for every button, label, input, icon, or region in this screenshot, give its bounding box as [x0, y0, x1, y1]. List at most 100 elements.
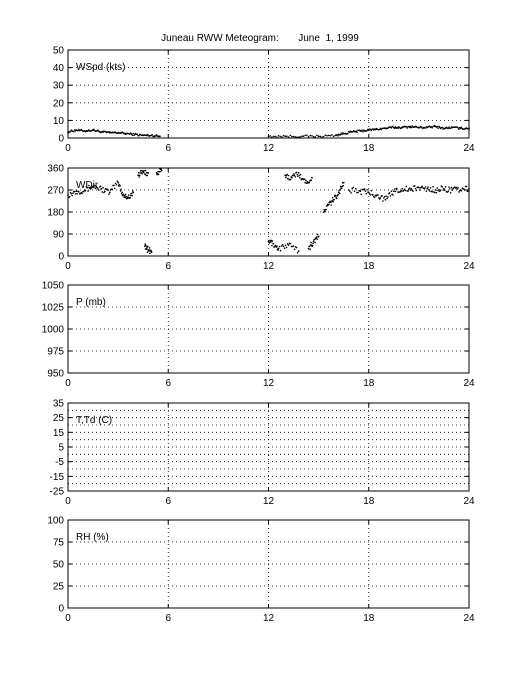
data-point	[298, 174, 301, 177]
data-point	[367, 191, 370, 194]
data-point	[360, 193, 363, 196]
data-point	[308, 181, 311, 184]
data-point	[415, 189, 418, 192]
data-point	[276, 245, 278, 248]
data-point	[307, 135, 310, 138]
data-point	[73, 130, 75, 133]
y-tick-label: 0	[58, 604, 64, 615]
data-point	[277, 135, 280, 137]
data-point	[427, 186, 429, 188]
x-tick-label: 0	[65, 261, 71, 272]
data-point	[426, 187, 429, 190]
data-point	[366, 188, 368, 191]
data-point	[331, 134, 333, 136]
data-point	[311, 244, 314, 247]
data-point	[287, 174, 290, 177]
x-tick-label: 24	[463, 613, 475, 624]
data-point	[405, 125, 408, 128]
data-point	[387, 196, 389, 198]
data-point	[290, 176, 293, 179]
data-point	[145, 244, 147, 247]
data-point	[305, 182, 308, 185]
y-tick-label: 25	[53, 582, 65, 593]
data-point	[93, 128, 95, 131]
data-point	[455, 186, 458, 189]
data-point	[439, 189, 442, 191]
data-point	[411, 125, 413, 127]
data-point	[107, 189, 109, 192]
data-point	[401, 187, 404, 190]
data-point	[296, 173, 299, 176]
data-point	[73, 190, 76, 193]
panel-label: RH (%)	[76, 532, 109, 543]
data-point	[317, 135, 320, 138]
data-point	[271, 240, 274, 242]
data-point	[280, 245, 283, 247]
data-point	[332, 135, 335, 138]
data-point	[363, 188, 366, 190]
data-point	[418, 126, 421, 129]
data-point	[141, 172, 143, 175]
data-point	[464, 189, 466, 191]
data-point	[144, 173, 146, 176]
y-tick-label: 0	[58, 134, 64, 145]
data-point	[160, 169, 163, 172]
panel-label: WDir	[76, 180, 99, 191]
x-tick-label: 12	[263, 261, 275, 272]
data-point	[396, 188, 398, 190]
data-point	[292, 174, 295, 177]
data-point	[271, 244, 273, 247]
data-point	[444, 186, 447, 188]
panel-label: T,Td (C)	[76, 415, 112, 426]
y-tick-label: 90	[53, 230, 65, 241]
x-tick-label: 24	[463, 378, 475, 389]
data-point	[330, 200, 333, 203]
data-point	[370, 129, 373, 132]
data-point	[428, 190, 431, 192]
x-tick-label: 6	[165, 261, 171, 272]
data-point	[118, 183, 120, 186]
data-point	[143, 169, 145, 172]
data-point	[316, 238, 318, 240]
data-point	[369, 128, 372, 131]
data-point	[447, 190, 449, 193]
data-point	[297, 171, 300, 174]
y-tick-label: 75	[53, 538, 65, 549]
data-point	[406, 127, 408, 129]
data-point	[277, 249, 279, 251]
data-point	[458, 128, 460, 130]
data-point	[349, 190, 351, 192]
y-tick-label: 100	[47, 516, 64, 527]
data-point	[279, 135, 281, 138]
x-tick-label: 12	[263, 143, 275, 154]
data-point	[88, 129, 90, 131]
data-point	[441, 126, 444, 129]
data-point	[119, 185, 121, 187]
data-point	[293, 248, 296, 251]
data-point	[379, 197, 382, 199]
data-point	[114, 182, 117, 185]
data-point	[465, 185, 468, 188]
data-point	[286, 243, 289, 245]
data-point	[323, 208, 325, 211]
data-point	[120, 188, 122, 191]
data-point	[424, 127, 427, 129]
data-point	[86, 187, 89, 189]
data-point	[284, 174, 287, 177]
data-point	[468, 187, 470, 190]
data-point	[437, 127, 439, 129]
data-point	[127, 194, 130, 196]
data-point	[160, 168, 162, 170]
data-point	[85, 185, 88, 188]
pressure-panel: 950 975 1000 1025 1050 0 6 12 18 24 P (mb)	[42, 281, 475, 390]
data-point	[410, 187, 413, 190]
data-point	[306, 134, 308, 137]
data-point	[330, 204, 332, 206]
data-point	[467, 190, 469, 192]
data-point	[389, 195, 392, 197]
data-point	[93, 184, 96, 187]
data-point	[380, 128, 383, 131]
data-point	[408, 125, 410, 128]
data-point	[144, 243, 146, 245]
data-point	[67, 193, 69, 196]
